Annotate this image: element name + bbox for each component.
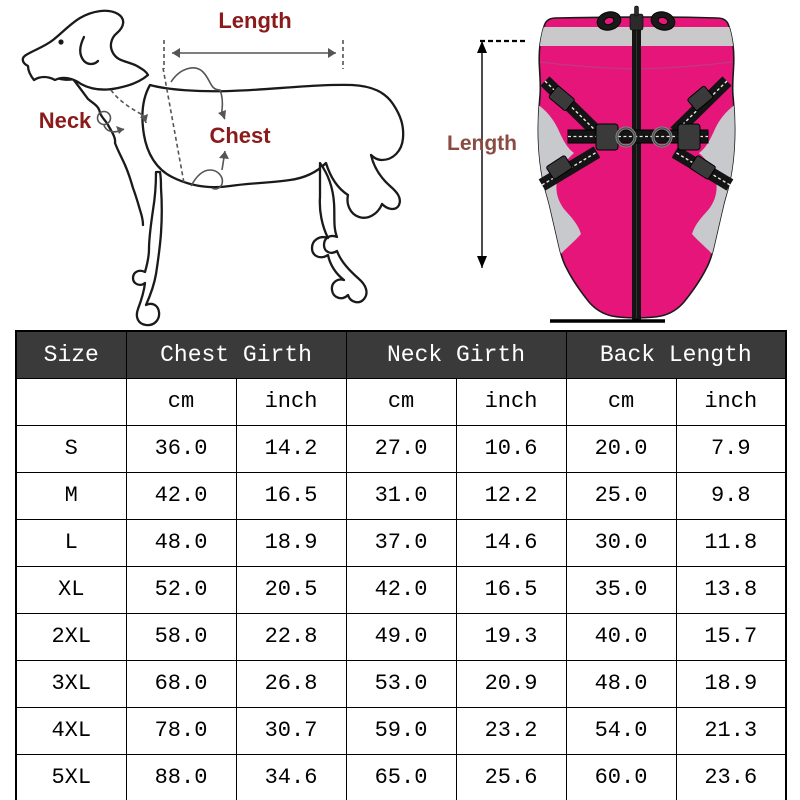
svg-text:Length: Length	[447, 132, 517, 155]
svg-text:Chest: Chest	[209, 123, 271, 148]
svg-text:Neck: Neck	[39, 108, 92, 133]
svg-text:Length: Length	[218, 8, 291, 33]
